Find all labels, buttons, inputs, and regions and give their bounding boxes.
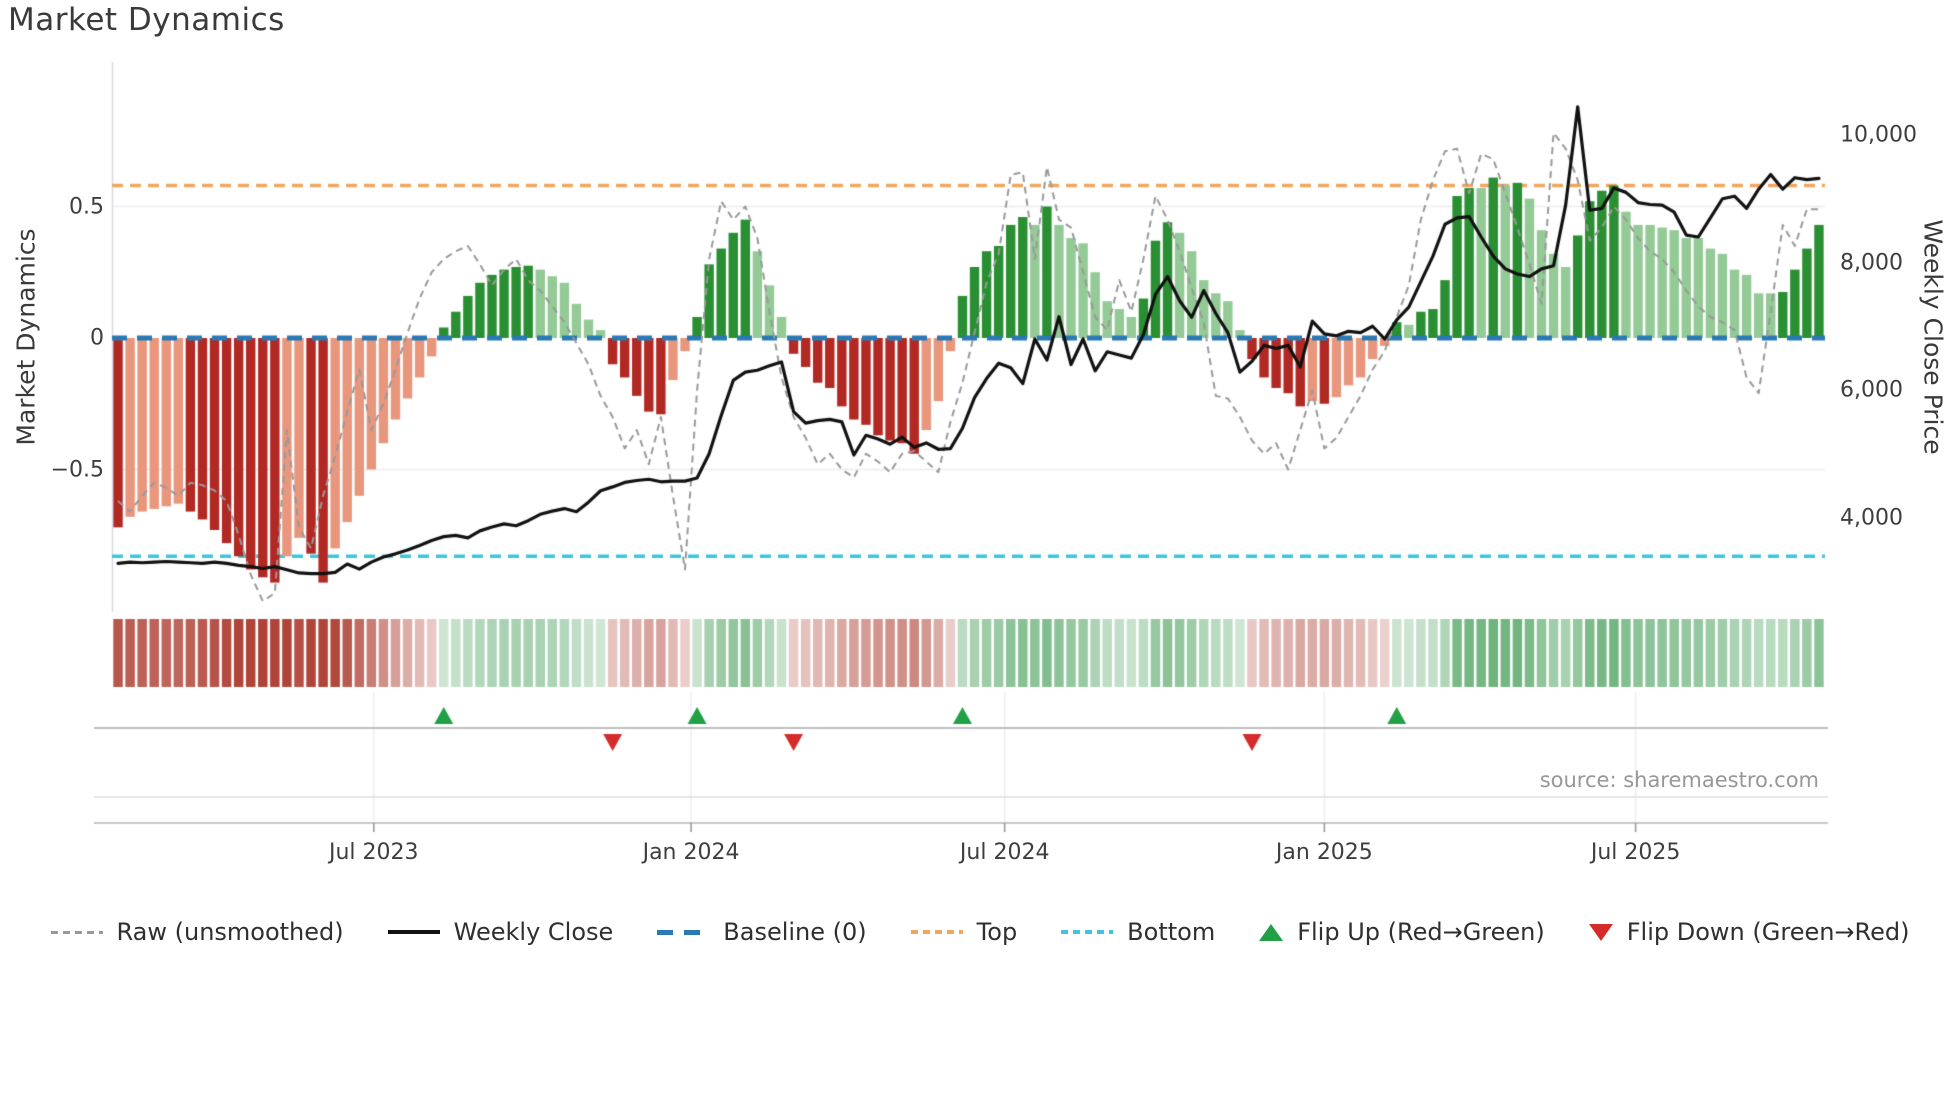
legend-label: Flip Up (Red→Green) [1297, 918, 1545, 946]
blue-dashed-line-icon [657, 929, 710, 935]
legend-item-flip-up: Flip Up (Red→Green) [1259, 918, 1545, 946]
price-tick-label: 8,000 [1840, 250, 1903, 275]
x-tick-label: Jan 2025 [1275, 840, 1373, 865]
legend: Raw (unsmoothed) Weekly Close Baseline (… [0, 918, 1960, 946]
legend-label: Top [976, 918, 1018, 946]
right-axis-title: Weekly Close Price [1918, 219, 1948, 455]
raw-dashed-line-icon [50, 930, 103, 934]
triangle-down-icon [1588, 923, 1613, 941]
x-tick-label: Jan 2024 [642, 840, 740, 865]
legend-label: Baseline (0) [723, 918, 867, 946]
legend-item-weekly-close: Weekly Close [387, 918, 614, 946]
y-tick-label: −0.5 [50, 457, 104, 482]
price-tick-label: 10,000 [1840, 122, 1917, 148]
solid-line-icon [387, 930, 440, 934]
legend-item-bottom: Bottom [1061, 918, 1215, 946]
legend-item-top: Top [910, 918, 1018, 946]
left-axis-title: Market Dynamics [11, 228, 41, 446]
legend-item-baseline: Baseline (0) [657, 918, 867, 946]
x-tick-label: Jul 2024 [959, 840, 1050, 865]
y-tick-label: 0.5 [69, 194, 104, 219]
legend-label: Bottom [1127, 918, 1216, 946]
price-tick-label: 6,000 [1840, 377, 1903, 403]
page-title: Market Dynamics [8, 2, 285, 38]
legend-label: Flip Down (Green→Red) [1626, 918, 1910, 946]
price-tick-label: 4,000 [1840, 505, 1903, 530]
legend-label: Raw (unsmoothed) [116, 918, 344, 946]
y-tick-label: 0 [90, 325, 104, 351]
x-tick-label: Jul 2023 [329, 840, 419, 865]
orange-dotted-line-icon [910, 930, 963, 934]
legend-label: Weekly Close [453, 918, 614, 946]
cyan-dotted-line-icon [1061, 930, 1114, 934]
legend-item-raw: Raw (unsmoothed) [50, 918, 344, 946]
triangle-up-icon [1259, 923, 1284, 941]
source-note: source: sharemaestro.com [1539, 768, 1819, 792]
x-tick-label: Jul 2025 [1590, 840, 1681, 865]
legend-item-flip-down: Flip Down (Green→Red) [1588, 918, 1910, 946]
